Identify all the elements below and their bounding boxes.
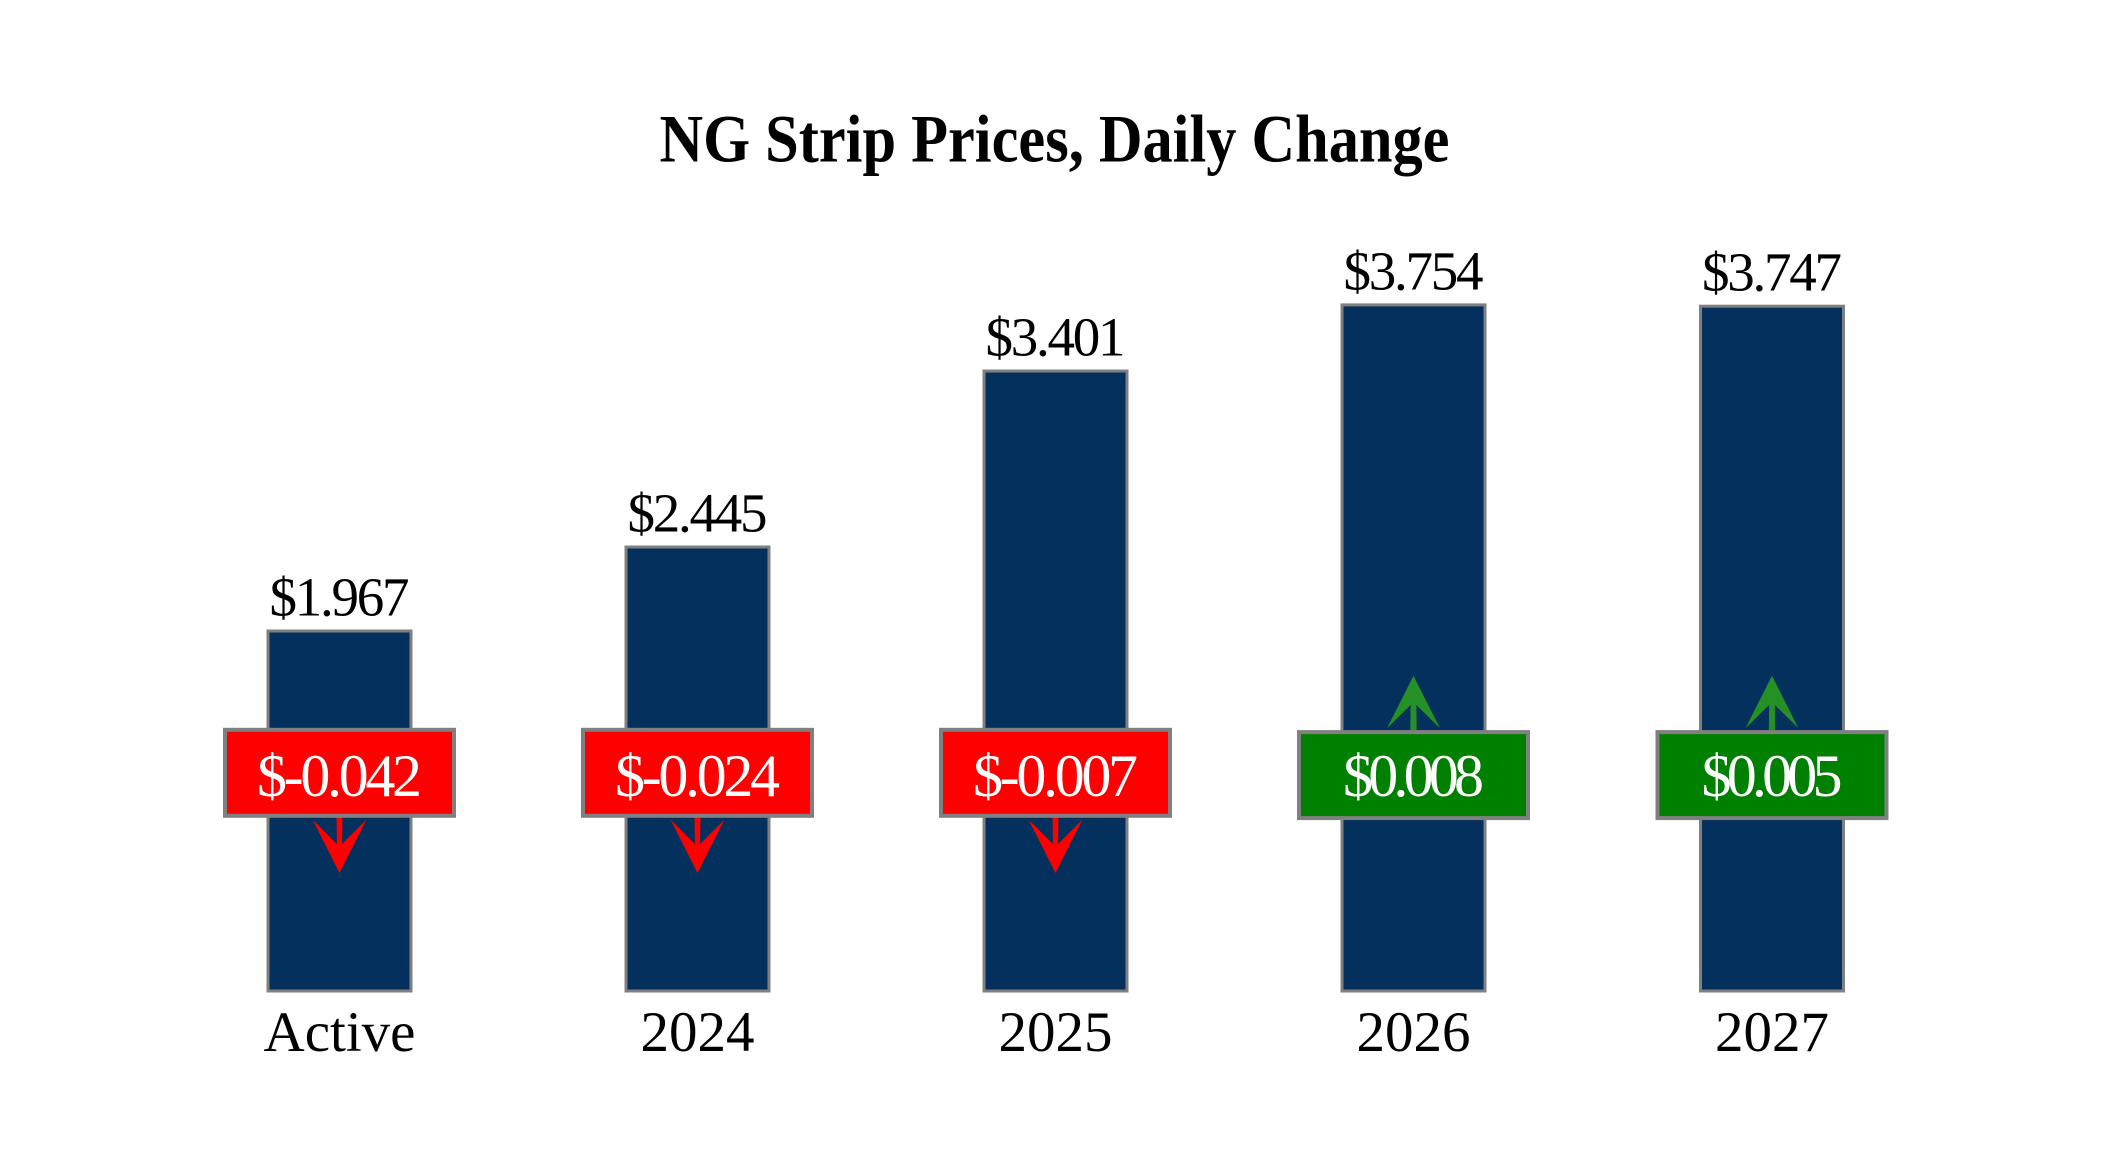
svg-text:$3.401: $3.401 — [986, 307, 1126, 368]
svg-text:$-0.024: $-0.024 — [615, 743, 780, 809]
svg-text:Active: Active — [264, 1001, 416, 1064]
svg-text:$0.005: $0.005 — [1702, 743, 1843, 809]
svg-text:2027: 2027 — [1715, 1001, 1829, 1064]
svg-text:$-0.007: $-0.007 — [973, 743, 1138, 809]
svg-text:$0.008: $0.008 — [1343, 743, 1484, 809]
svg-text:2024: 2024 — [641, 1001, 755, 1064]
svg-text:2026: 2026 — [1357, 1001, 1471, 1064]
svg-text:NG Strip Prices, Daily Change: NG Strip Prices, Daily Change — [660, 101, 1450, 177]
svg-text:$2.445: $2.445 — [628, 483, 768, 544]
svg-text:$1.967: $1.967 — [270, 567, 410, 628]
svg-text:2025: 2025 — [999, 1001, 1113, 1064]
svg-text:$3.754: $3.754 — [1344, 240, 1484, 301]
svg-text:$-0.042: $-0.042 — [257, 743, 422, 809]
svg-text:$3.747: $3.747 — [1702, 242, 1842, 303]
